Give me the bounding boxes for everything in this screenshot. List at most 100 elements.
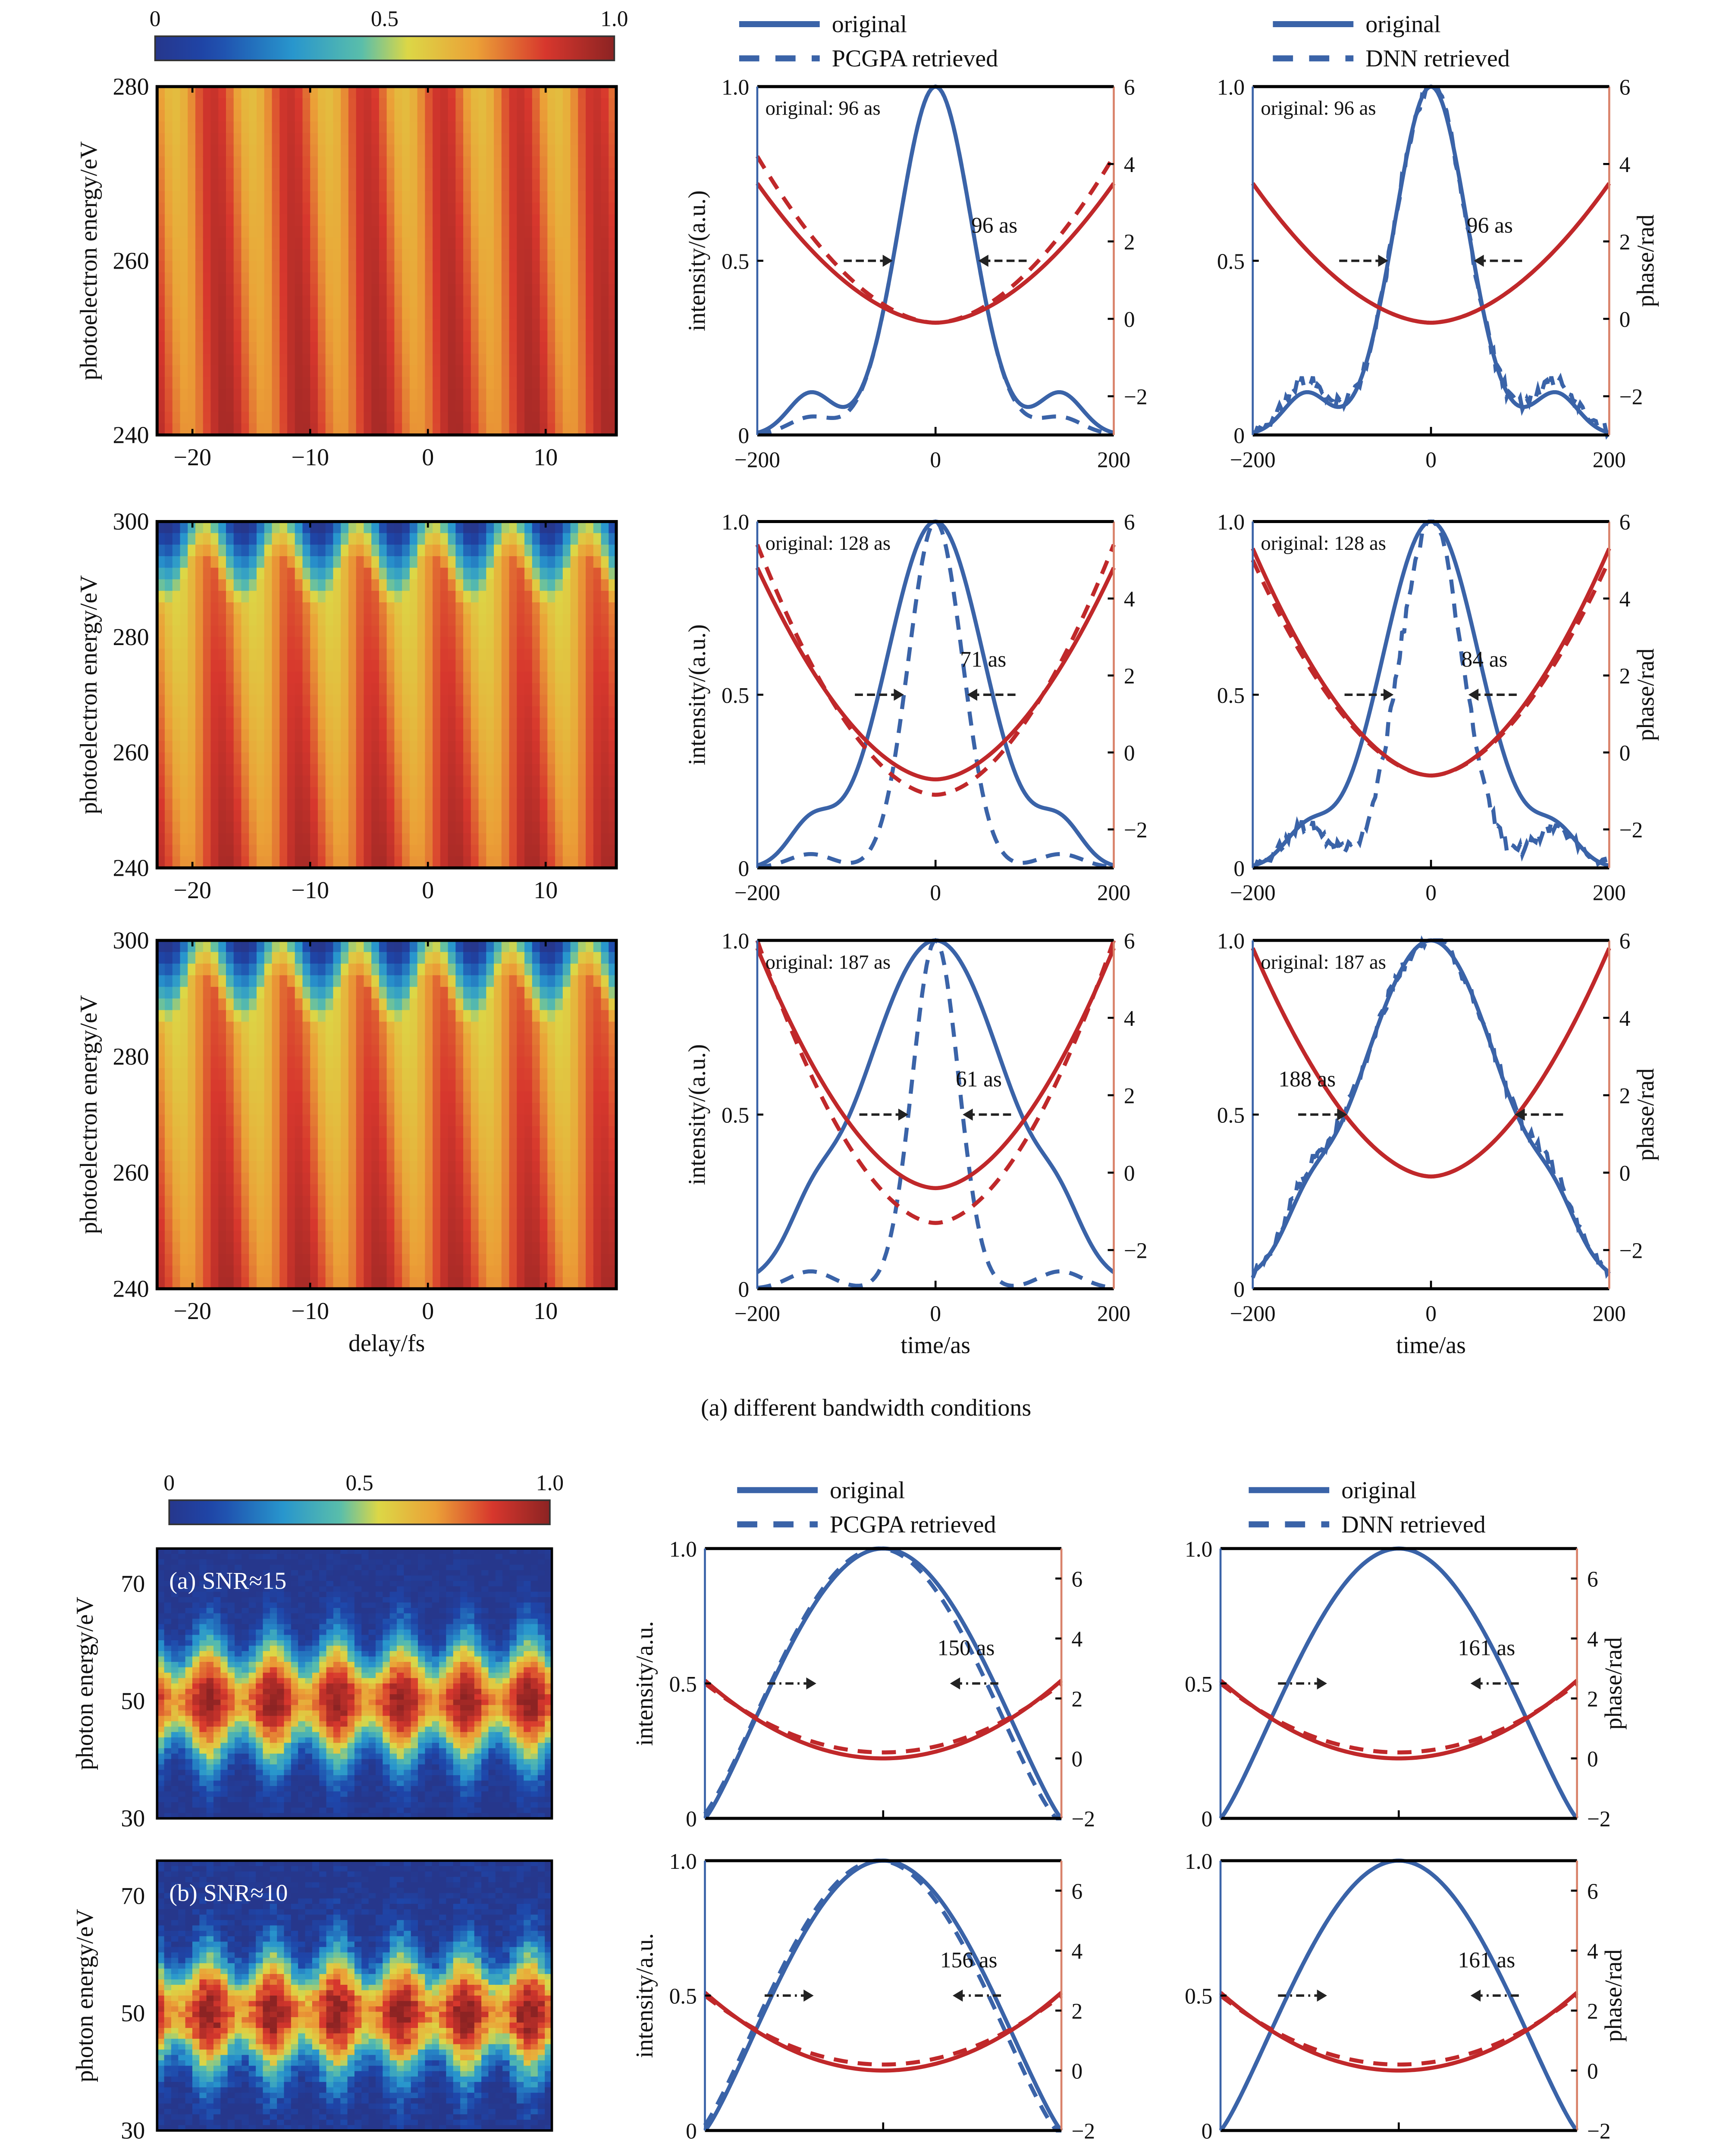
heatmap-cell <box>394 660 403 673</box>
heatmap-cell <box>394 411 403 424</box>
heatmap-cell <box>540 579 548 592</box>
heatmap-cell <box>188 377 196 389</box>
heatmap-cell <box>364 377 372 389</box>
heatmap-cell <box>524 260 533 273</box>
heatmap-cell <box>348 1138 357 1150</box>
heatmap-cell <box>562 764 571 776</box>
heatmap-cell <box>165 1196 173 1208</box>
heatmap-cell <box>593 833 602 846</box>
heatmap-cell <box>333 1056 342 1069</box>
heatmap-cell <box>195 1265 204 1278</box>
heatmap-cell <box>287 741 296 753</box>
heatmap-cell <box>172 1045 181 1057</box>
heatmap-cell <box>448 330 456 343</box>
heatmap-cell <box>249 377 257 389</box>
heatmap-cell <box>448 718 456 730</box>
heatmap-cell <box>272 810 280 823</box>
heatmap-cell <box>562 388 571 401</box>
heatmap-cell <box>486 423 495 436</box>
heatmap-cell <box>425 614 433 626</box>
heatmap-cell <box>210 752 219 765</box>
heatmap-cell <box>409 764 418 776</box>
heatmap-cell <box>417 1045 426 1057</box>
heatmap-cell <box>562 821 571 834</box>
heatmap-cell <box>249 706 257 719</box>
heatmap-cell <box>302 567 311 580</box>
heatmap-cell <box>172 1022 181 1034</box>
heatmap-cell <box>448 1149 456 1162</box>
heatmap-cell <box>233 649 242 661</box>
heatmap-cell <box>356 940 364 953</box>
original-duration-annotation: original: 96 as <box>766 97 881 119</box>
heatmap-cell <box>188 775 196 788</box>
heatmap-cell <box>593 660 602 673</box>
heatmap-cell <box>471 86 479 99</box>
heatmap-cell <box>333 637 342 649</box>
heatmap-cell <box>425 1207 433 1220</box>
heatmap-cell <box>455 845 464 857</box>
heatmap-cell <box>394 144 403 157</box>
heatmap-cell <box>532 319 540 331</box>
heatmap-cell <box>272 86 280 99</box>
heatmap-cell <box>402 952 411 965</box>
heatmap-cell <box>471 545 479 557</box>
heatmap-cell <box>555 168 564 180</box>
heatmap-cell <box>540 319 548 331</box>
heatmap-cell <box>494 203 502 215</box>
heatmap-cell <box>448 121 456 134</box>
heatmap-cell <box>448 156 456 169</box>
heatmap-cell <box>157 1231 166 1243</box>
heatmap-cell <box>310 671 319 684</box>
heatmap-cell <box>295 833 303 846</box>
heatmap-cell <box>356 752 364 765</box>
heatmap-cell <box>517 856 525 869</box>
heatmap-cell <box>157 1080 166 1092</box>
heatmap-cell <box>341 203 349 215</box>
heatmap-cell <box>348 144 357 157</box>
heatmap-cell <box>249 191 257 204</box>
heatmap-cell <box>302 521 311 534</box>
heatmap-cell <box>586 810 594 823</box>
heatmap-cell <box>555 400 564 413</box>
heatmap-cell <box>570 856 579 869</box>
heatmap-cell <box>417 987 426 999</box>
heatmap-cell <box>371 110 380 122</box>
heatmap-cell <box>333 764 342 776</box>
heatmap-cell <box>471 388 479 401</box>
heatmap-cell <box>333 1172 342 1185</box>
heatmap-cell <box>188 1068 196 1081</box>
heatmap-cell <box>249 952 257 965</box>
heatmap-cell <box>524 330 533 343</box>
heatmap-cell <box>402 98 411 111</box>
heatmap-cell <box>562 272 571 285</box>
heatmap-cell <box>272 342 280 354</box>
heatmap-cell <box>256 833 265 846</box>
heatmap-cell <box>371 354 380 366</box>
heatmap-cell <box>195 1010 204 1022</box>
heatmap-cell <box>279 365 288 378</box>
heatmap-cell <box>540 718 548 730</box>
heatmap-cell <box>264 845 273 857</box>
heatmap-cell <box>371 821 380 834</box>
heatmap-cell <box>264 998 273 1011</box>
heatmap-cell <box>241 144 250 157</box>
heatmap-cell <box>402 423 411 436</box>
heatmap-cell <box>302 1207 311 1220</box>
heatmap-cell <box>532 272 540 285</box>
heatmap-cell <box>379 144 388 157</box>
heatmap-cell <box>555 683 564 696</box>
heatmap-cell <box>501 121 510 134</box>
heatmap-cell <box>547 144 556 157</box>
heatmap-cell <box>226 1045 235 1057</box>
y2-tick-label: 2 <box>1619 664 1631 689</box>
heatmap-cell <box>494 260 502 273</box>
heatmap-cell <box>165 260 173 273</box>
heatmap-cell <box>356 521 364 534</box>
heatmap-cell <box>547 249 556 262</box>
heatmap-cell <box>317 1219 326 1232</box>
heatmap-cell <box>325 579 334 592</box>
heatmap-cell <box>364 342 372 354</box>
heatmap-cell <box>172 833 181 846</box>
heatmap-cell <box>547 845 556 857</box>
heatmap-cell <box>524 214 533 227</box>
